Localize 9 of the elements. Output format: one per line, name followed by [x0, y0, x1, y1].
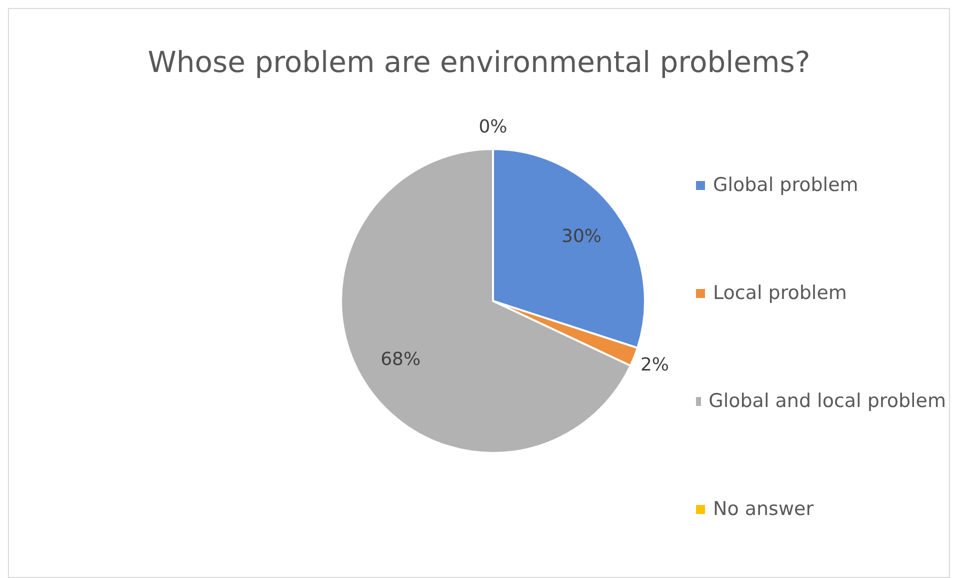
data-label: 2%	[640, 354, 670, 376]
legend-label: Global problem	[713, 173, 858, 197]
legend-label: Global and local problem	[708, 389, 946, 413]
legend-label: No answer	[713, 497, 814, 521]
text: 0%	[478, 116, 508, 138]
chart-title: Whose problem are environmental problems?	[146, 45, 812, 79]
legend-label: Local problem	[713, 281, 847, 305]
data-label: 30%	[562, 226, 602, 248]
data-label: 68%	[380, 349, 421, 370]
